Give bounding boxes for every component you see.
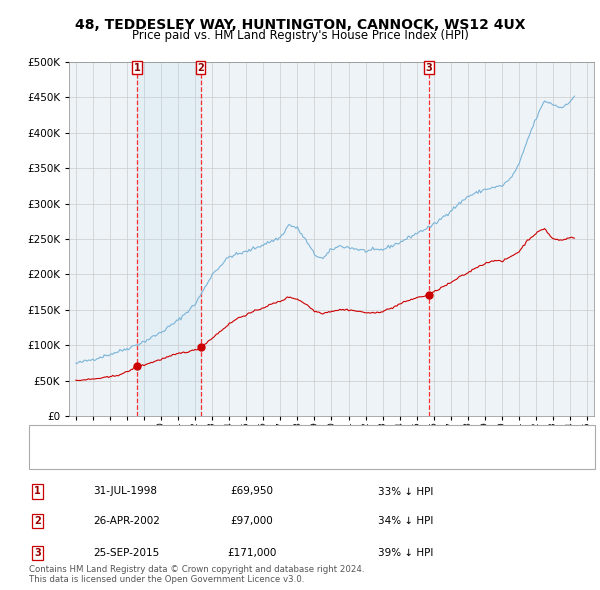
Text: 25-SEP-2015: 25-SEP-2015: [93, 548, 159, 558]
Text: 3: 3: [426, 63, 433, 73]
FancyBboxPatch shape: [29, 425, 595, 469]
Text: 2: 2: [197, 63, 204, 73]
Text: 2: 2: [34, 516, 41, 526]
Text: 1: 1: [34, 487, 41, 496]
Text: 48, TEDDESLEY WAY, HUNTINGTON, CANNOCK, WS12 4UX (detached house): 48, TEDDESLEY WAY, HUNTINGTON, CANNOCK, …: [65, 432, 439, 442]
Text: 48, TEDDESLEY WAY, HUNTINGTON, CANNOCK, WS12 4UX: 48, TEDDESLEY WAY, HUNTINGTON, CANNOCK, …: [75, 18, 525, 32]
Text: 3: 3: [34, 548, 41, 558]
Text: 39% ↓ HPI: 39% ↓ HPI: [378, 548, 433, 558]
Text: £97,000: £97,000: [230, 516, 274, 526]
Bar: [137, 62, 200, 416]
Text: £69,950: £69,950: [230, 487, 274, 496]
Text: 1: 1: [133, 63, 140, 73]
Text: 34% ↓ HPI: 34% ↓ HPI: [378, 516, 433, 526]
Text: 33% ↓ HPI: 33% ↓ HPI: [378, 487, 433, 496]
Text: Price paid vs. HM Land Registry's House Price Index (HPI): Price paid vs. HM Land Registry's House …: [131, 30, 469, 42]
Text: Contains HM Land Registry data © Crown copyright and database right 2024.
This d: Contains HM Land Registry data © Crown c…: [29, 565, 364, 584]
Text: 31-JUL-1998: 31-JUL-1998: [93, 487, 157, 496]
Text: 26-APR-2002: 26-APR-2002: [93, 516, 160, 526]
Text: £171,000: £171,000: [227, 548, 277, 558]
Text: HPI: Average price, detached house, South Staffordshire: HPI: Average price, detached house, Sout…: [65, 452, 340, 461]
